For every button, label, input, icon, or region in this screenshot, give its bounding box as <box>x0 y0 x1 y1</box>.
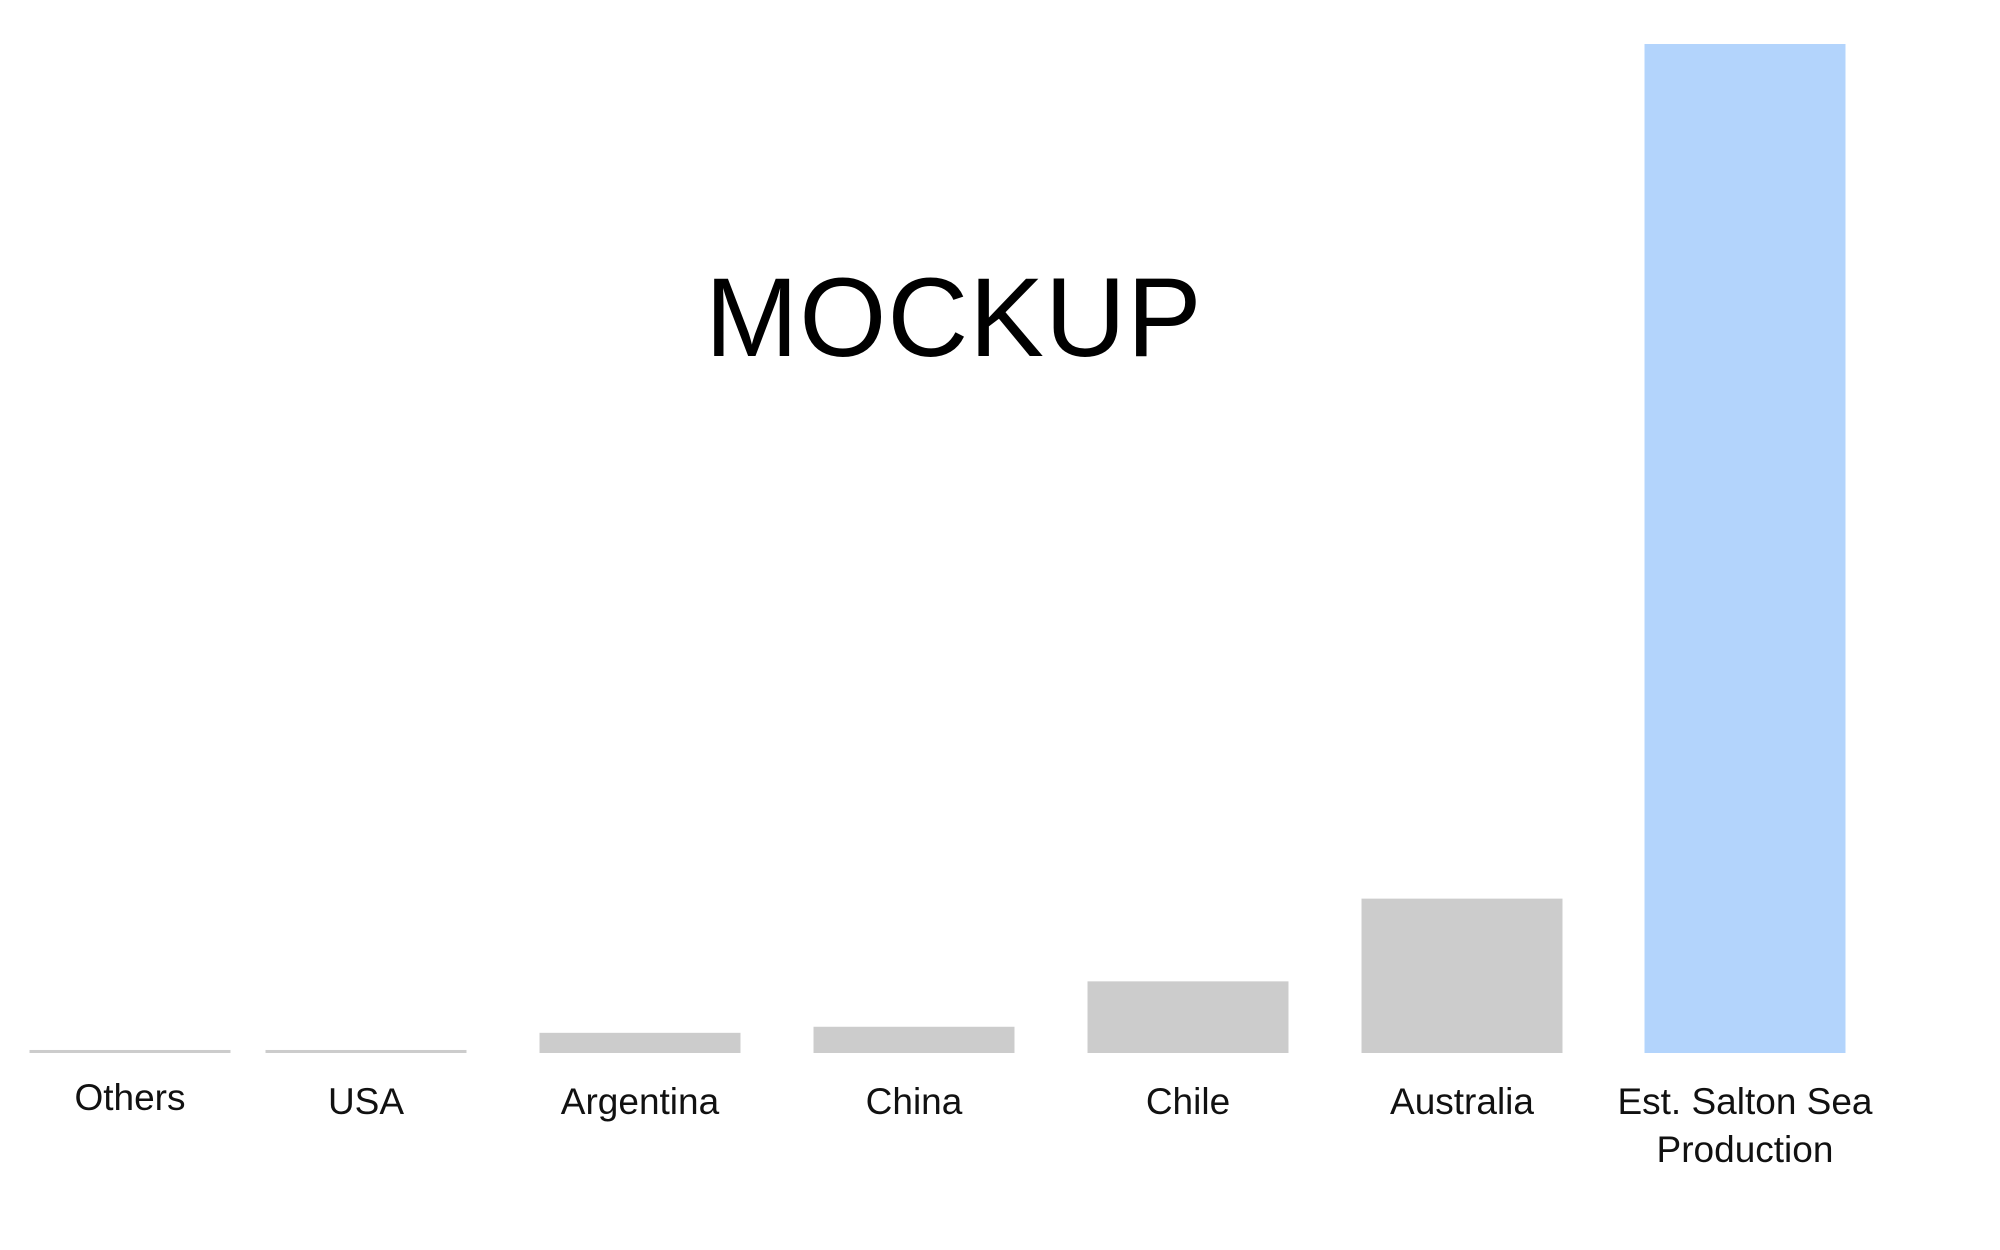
tick-label-china: China <box>865 1081 963 1122</box>
tick-label-est-salton-sea-production: Est. Salton Sea Production <box>1617 1081 1873 1170</box>
tick-label-chile: Chile <box>1145 1081 1231 1122</box>
bar-est-salton-sea-production <box>1644 44 1846 1053</box>
bar-argentina <box>539 1032 741 1053</box>
tick-label-others: Others <box>74 1077 186 1118</box>
tick-label-australia: Australia <box>1390 1081 1534 1122</box>
tick-label-argentina: Argentina <box>560 1081 720 1122</box>
bar-australia <box>1361 898 1563 1053</box>
bar-others <box>29 1049 231 1053</box>
bar-china <box>813 1026 1015 1053</box>
tick-label-usa: USA <box>327 1081 405 1122</box>
bar-chile <box>1087 981 1289 1053</box>
bar-usa <box>265 1049 467 1053</box>
